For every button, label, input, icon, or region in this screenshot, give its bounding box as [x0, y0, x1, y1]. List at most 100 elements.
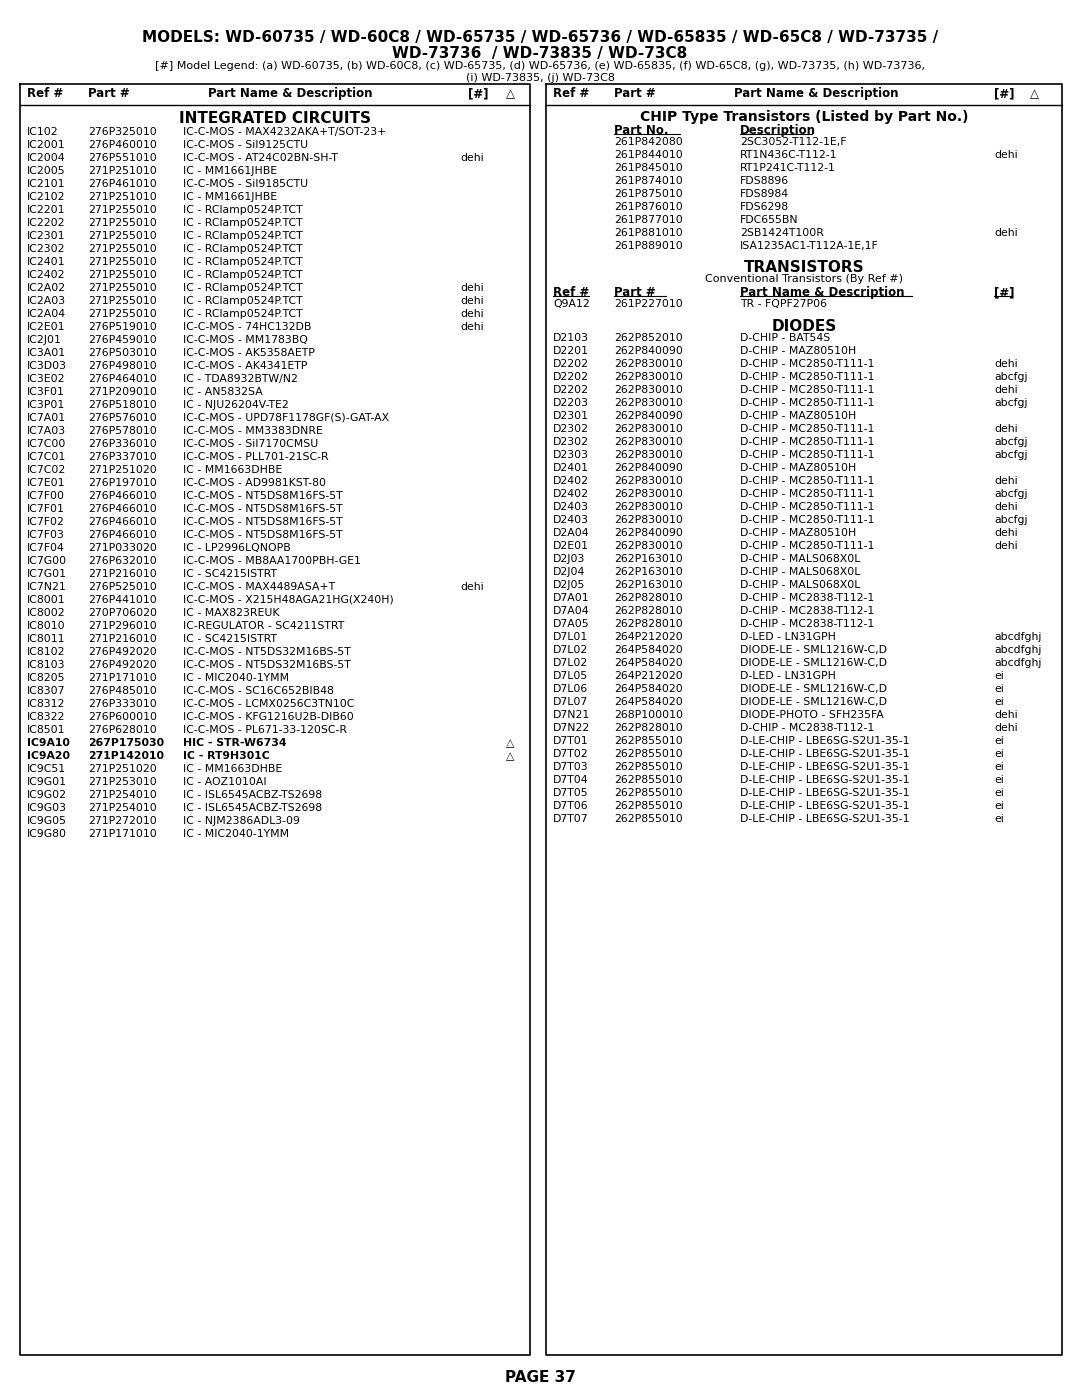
Text: 264P212020: 264P212020: [615, 631, 683, 643]
Text: Description: Description: [740, 124, 816, 137]
Text: D-CHIP - MC2850-T111-1: D-CHIP - MC2850-T111-1: [740, 425, 875, 434]
Text: 262P840090: 262P840090: [615, 528, 683, 538]
Text: 264P584020: 264P584020: [615, 658, 683, 668]
Text: D2J05: D2J05: [553, 580, 585, 590]
Text: 271P255010: 271P255010: [87, 296, 157, 306]
Text: 276P503010: 276P503010: [87, 348, 157, 358]
Text: 262P855010: 262P855010: [615, 736, 683, 746]
Text: abcfgj: abcfgj: [994, 489, 1027, 499]
Text: RT1P241C-T112-1: RT1P241C-T112-1: [740, 163, 836, 173]
Text: D-CHIP - MALS068X0L: D-CHIP - MALS068X0L: [740, 580, 861, 590]
Text: D-CHIP - MC2850-T111-1: D-CHIP - MC2850-T111-1: [740, 515, 875, 525]
Text: IC - MIC2040-1YMM: IC - MIC2040-1YMM: [183, 673, 289, 683]
Text: IC8102: IC8102: [27, 647, 66, 657]
Text: dehi: dehi: [994, 386, 1017, 395]
Text: 267P175030: 267P175030: [87, 738, 164, 747]
Text: 2SB1424T100R: 2SB1424T100R: [740, 228, 824, 237]
Text: ei: ei: [994, 749, 1003, 759]
Text: 271P251020: 271P251020: [87, 764, 157, 774]
Text: 262P830010: 262P830010: [615, 515, 683, 525]
Text: abcfgj: abcfgj: [994, 372, 1027, 381]
Text: D2202: D2202: [553, 386, 589, 395]
Text: IC2201: IC2201: [27, 205, 66, 215]
Text: DIODE-LE - SML1216W-C,D: DIODE-LE - SML1216W-C,D: [740, 645, 887, 655]
Text: IC3F01: IC3F01: [27, 387, 65, 397]
Text: 276P632010: 276P632010: [87, 556, 157, 566]
Text: D2301: D2301: [553, 411, 589, 420]
Text: D-CHIP - MC2838-T112-1: D-CHIP - MC2838-T112-1: [740, 724, 874, 733]
Text: IC2J01: IC2J01: [27, 335, 62, 345]
Text: abcfgj: abcfgj: [994, 437, 1027, 447]
Text: DIODE-LE - SML1216W-C,D: DIODE-LE - SML1216W-C,D: [740, 685, 887, 694]
Text: IC - TDA8932BTW/N2: IC - TDA8932BTW/N2: [183, 374, 298, 384]
Text: IC - RClamp0524P.TCT: IC - RClamp0524P.TCT: [183, 309, 302, 319]
Text: D7T03: D7T03: [553, 761, 589, 773]
Text: D-LE-CHIP - LBE6SG-S2U1-35-1: D-LE-CHIP - LBE6SG-S2U1-35-1: [740, 800, 909, 812]
Text: 276P492020: 276P492020: [87, 647, 157, 657]
Text: D-CHIP - BAT54S: D-CHIP - BAT54S: [740, 332, 831, 344]
Text: Part Name & Description: Part Name & Description: [740, 286, 905, 299]
Text: IC8103: IC8103: [27, 659, 66, 671]
Text: dehi: dehi: [994, 476, 1017, 486]
Text: IC-C-MOS - AK4341ETP: IC-C-MOS - AK4341ETP: [183, 360, 308, 372]
Text: abcfgj: abcfgj: [994, 398, 1027, 408]
Text: 271P251010: 271P251010: [87, 191, 157, 203]
Text: 262P855010: 262P855010: [615, 800, 683, 812]
Text: RT1N436C-T112-1: RT1N436C-T112-1: [740, 149, 837, 161]
Text: dehi: dehi: [460, 296, 484, 306]
Text: 262P830010: 262P830010: [615, 541, 683, 550]
Text: IC - SC4215ISTRT: IC - SC4215ISTRT: [183, 634, 276, 644]
Text: 270P706020: 270P706020: [87, 608, 157, 617]
Text: 276P518010: 276P518010: [87, 400, 157, 409]
Text: dehi: dehi: [994, 502, 1017, 511]
Text: ei: ei: [994, 761, 1003, 773]
Text: D7T05: D7T05: [553, 788, 589, 798]
Text: 261P845010: 261P845010: [615, 163, 683, 173]
Text: Part No.: Part No.: [615, 124, 669, 137]
Text: CHIP Type Transistors (Listed by Part No.): CHIP Type Transistors (Listed by Part No…: [639, 110, 969, 124]
Text: 271P254010: 271P254010: [87, 789, 157, 800]
Text: IC-C-MOS - NT5DS8M16FS-5T: IC-C-MOS - NT5DS8M16FS-5T: [183, 529, 342, 541]
Text: △: △: [507, 752, 514, 761]
Text: INTEGRATED CIRCUITS: INTEGRATED CIRCUITS: [179, 110, 372, 126]
Text: 262P163010: 262P163010: [615, 567, 683, 577]
Text: 276P600010: 276P600010: [87, 712, 157, 722]
Text: 262P163010: 262P163010: [615, 555, 683, 564]
Text: IC2E01: IC2E01: [27, 321, 66, 332]
Text: 276P197010: 276P197010: [87, 478, 157, 488]
Text: D-CHIP - MC2850-T111-1: D-CHIP - MC2850-T111-1: [740, 372, 875, 381]
Text: IC8307: IC8307: [27, 686, 66, 696]
Text: D7T04: D7T04: [553, 775, 589, 785]
Text: D-CHIP - MC2850-T111-1: D-CHIP - MC2850-T111-1: [740, 489, 875, 499]
Text: 276P628010: 276P628010: [87, 725, 157, 735]
Text: 271P296010: 271P296010: [87, 622, 157, 631]
Text: Part #: Part #: [615, 87, 656, 101]
Text: 271P253010: 271P253010: [87, 777, 157, 787]
Text: 262P828010: 262P828010: [615, 606, 683, 616]
Text: 261P876010: 261P876010: [615, 203, 683, 212]
Text: TR - FQPF27P06: TR - FQPF27P06: [740, 299, 827, 309]
Text: abcdfghj: abcdfghj: [994, 658, 1041, 668]
Text: IC2A04: IC2A04: [27, 309, 66, 319]
Text: D7L07: D7L07: [553, 697, 589, 707]
Text: IC8001: IC8001: [27, 595, 66, 605]
Text: D-LE-CHIP - LBE6SG-S2U1-35-1: D-LE-CHIP - LBE6SG-S2U1-35-1: [740, 736, 909, 746]
Text: dehi: dehi: [994, 359, 1017, 369]
Text: IC - ISL6545ACBZ-TS2698: IC - ISL6545ACBZ-TS2698: [183, 803, 322, 813]
Text: D-LE-CHIP - LBE6SG-S2U1-35-1: D-LE-CHIP - LBE6SG-S2U1-35-1: [740, 749, 909, 759]
Text: 262P855010: 262P855010: [615, 814, 683, 824]
Text: 268P100010: 268P100010: [615, 710, 683, 719]
Text: 262P828010: 262P828010: [615, 592, 683, 604]
Text: dehi: dehi: [460, 321, 484, 332]
Text: IC7C00: IC7C00: [27, 439, 66, 448]
Text: D-CHIP - MAZ80510H: D-CHIP - MAZ80510H: [740, 528, 856, 538]
Text: IC2102: IC2102: [27, 191, 66, 203]
Text: 276P337010: 276P337010: [87, 453, 157, 462]
Text: IC-C-MOS - NT5DS32M16BS-5T: IC-C-MOS - NT5DS32M16BS-5T: [183, 647, 351, 657]
Text: 262P852010: 262P852010: [615, 332, 683, 344]
Text: MODELS: WD-60735 / WD-60C8 / WD-65735 / WD-65736 / WD-65835 / WD-65C8 / WD-73735: MODELS: WD-60735 / WD-60C8 / WD-65735 / …: [141, 29, 939, 45]
Text: 262P830010: 262P830010: [615, 425, 683, 434]
Text: FDS8984: FDS8984: [740, 189, 789, 198]
Text: D-LE-CHIP - LBE6SG-S2U1-35-1: D-LE-CHIP - LBE6SG-S2U1-35-1: [740, 814, 909, 824]
Text: 261P227010: 261P227010: [615, 299, 683, 309]
